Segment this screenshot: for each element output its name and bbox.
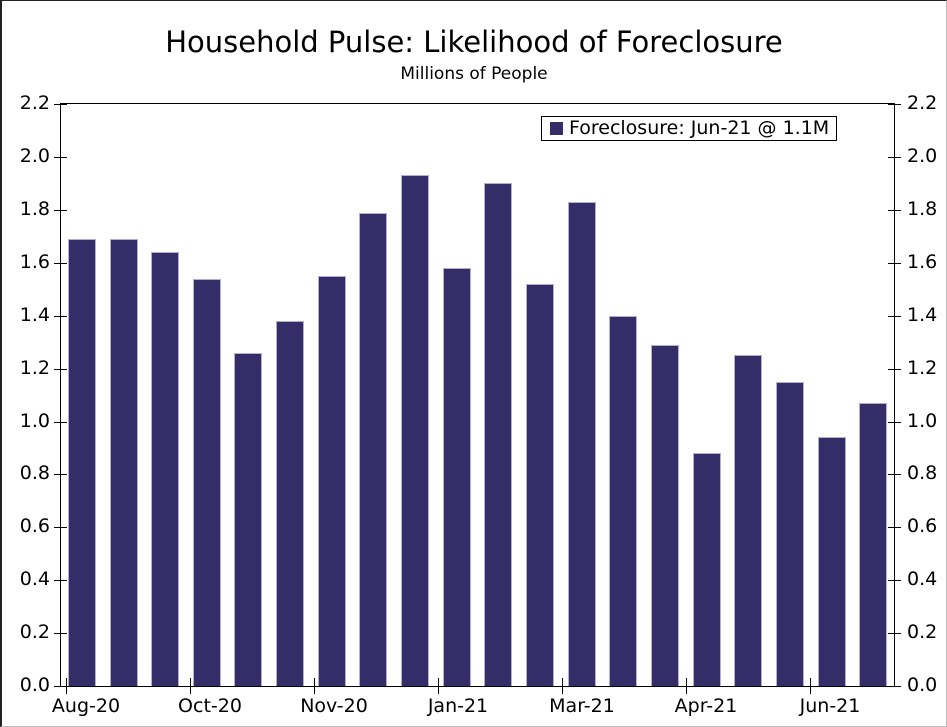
legend-label: Foreclosure: Jun-21 @ 1.1M [569, 117, 830, 139]
y-tick-right [888, 156, 901, 158]
bar [692, 453, 721, 686]
x-tick [438, 678, 439, 694]
y-tick-left [54, 104, 67, 105]
y-tick-left [54, 209, 67, 211]
chart-title: Household Pulse: Likelihood of Foreclosu… [165, 25, 783, 59]
bar [401, 175, 429, 686]
y-tick-label-left: 1.2 [19, 356, 50, 379]
bar [734, 355, 763, 686]
bar [359, 212, 388, 686]
y-tick-label-left: 1.4 [19, 303, 50, 326]
y-tick-left [54, 421, 67, 423]
x-tick-label: Apr-21 [674, 695, 738, 717]
y-tick-label-left: 1.6 [19, 250, 50, 273]
x-tick [686, 678, 687, 694]
y-axis-labels-right: 0.0 0.2 0.4 0.6 0.8 1.0 1.2 1.4 1.6 1.8 2.0 2.2 [907, 92, 946, 696]
bar [817, 437, 846, 686]
legend: Foreclosure: Jun-21 @ 1.1M [541, 116, 838, 141]
bar [650, 344, 679, 686]
y-tick-label-right: 1.6 [907, 250, 938, 273]
bar [109, 238, 138, 686]
y-tick-left [54, 156, 67, 158]
y-tick-left [54, 633, 67, 635]
legend-swatch-icon [550, 122, 563, 135]
x-tick-label: Oct-20 [178, 695, 242, 717]
bar [317, 276, 346, 686]
y-tick-label-left: 2.0 [19, 144, 50, 167]
y-tick-label-right: 1.8 [907, 197, 938, 220]
x-tick [66, 678, 67, 694]
y-tick-label-left: 0.6 [19, 515, 50, 538]
x-tick [562, 678, 563, 694]
plot-area: Foreclosure: Jun-21 @ 1.1M [54, 103, 901, 694]
x-tick-label: Jun-21 [799, 695, 861, 717]
x-tick-label: Nov-20 [300, 695, 368, 717]
y-tick-label-right: 0.4 [907, 568, 938, 591]
y-tick-right [888, 368, 901, 370]
y-tick-right [888, 474, 901, 476]
y-tick-label-left: 0.4 [19, 568, 50, 591]
y-tick-label-left: 2.2 [19, 92, 50, 114]
x-tick-label: Mar-21 [549, 695, 615, 717]
y-tick-right [888, 104, 901, 105]
y-tick-label-right: 0.6 [907, 515, 938, 538]
chart-subtitle: Millions of People [400, 64, 548, 84]
bar [151, 252, 180, 686]
y-tick-label-left: 1.8 [19, 197, 50, 220]
bar [567, 201, 596, 686]
y-tick-label-left: 0.0 [19, 674, 50, 696]
bar [484, 183, 513, 686]
bar [234, 352, 263, 686]
y-tick-label-right: 0.0 [907, 674, 938, 696]
y-tick-label-right: 1.2 [907, 356, 938, 379]
bar [276, 320, 305, 686]
bar [609, 315, 638, 686]
bar [859, 402, 888, 686]
y-tick-label-right: 1.4 [907, 303, 938, 326]
x-tick-label: Aug-20 [51, 695, 121, 717]
y-tick-left [54, 262, 67, 264]
y-tick-left [54, 474, 67, 476]
bar [775, 381, 804, 686]
y-tick-right [888, 421, 901, 423]
y-tick-label-right: 2.2 [907, 92, 938, 114]
y-tick-label-left: 0.8 [19, 462, 50, 485]
y-tick-left [54, 315, 67, 317]
x-tick [314, 678, 315, 694]
x-tick [190, 678, 191, 694]
y-tick-left [54, 686, 67, 687]
y-tick-right [888, 580, 901, 582]
y-tick-right [888, 315, 901, 317]
y-tick-label-left: 0.2 [19, 621, 50, 644]
y-tick-right [888, 527, 901, 529]
bar [67, 238, 96, 686]
y-tick-right [888, 633, 901, 635]
y-tick-label-left: 1.0 [19, 409, 50, 432]
y-axis-labels-left: 0.0 0.2 0.4 0.6 0.8 1.0 1.2 1.4 1.6 1.8 2.0 2.2 [2, 92, 50, 696]
x-tick-label: Jan-21 [427, 695, 489, 717]
y-tick-right [888, 262, 901, 264]
y-tick-label-right: 0.8 [907, 462, 938, 485]
y-tick-left [54, 580, 67, 582]
x-tick [810, 678, 811, 694]
y-tick-left [54, 368, 67, 370]
y-tick-label-right: 2.0 [907, 144, 938, 167]
bar [192, 278, 221, 686]
bar [442, 268, 471, 686]
y-tick-right [888, 209, 901, 211]
y-tick-label-right: 0.2 [907, 621, 938, 644]
y-tick-label-right: 1.0 [907, 409, 938, 432]
bar [526, 283, 554, 686]
y-tick-right [888, 686, 901, 687]
y-tick-left [54, 527, 67, 529]
x-axis-labels: Aug-20 Oct-20 Nov-20 Jan-21 Mar-21 Apr-21 Jun-… [52, 695, 893, 721]
